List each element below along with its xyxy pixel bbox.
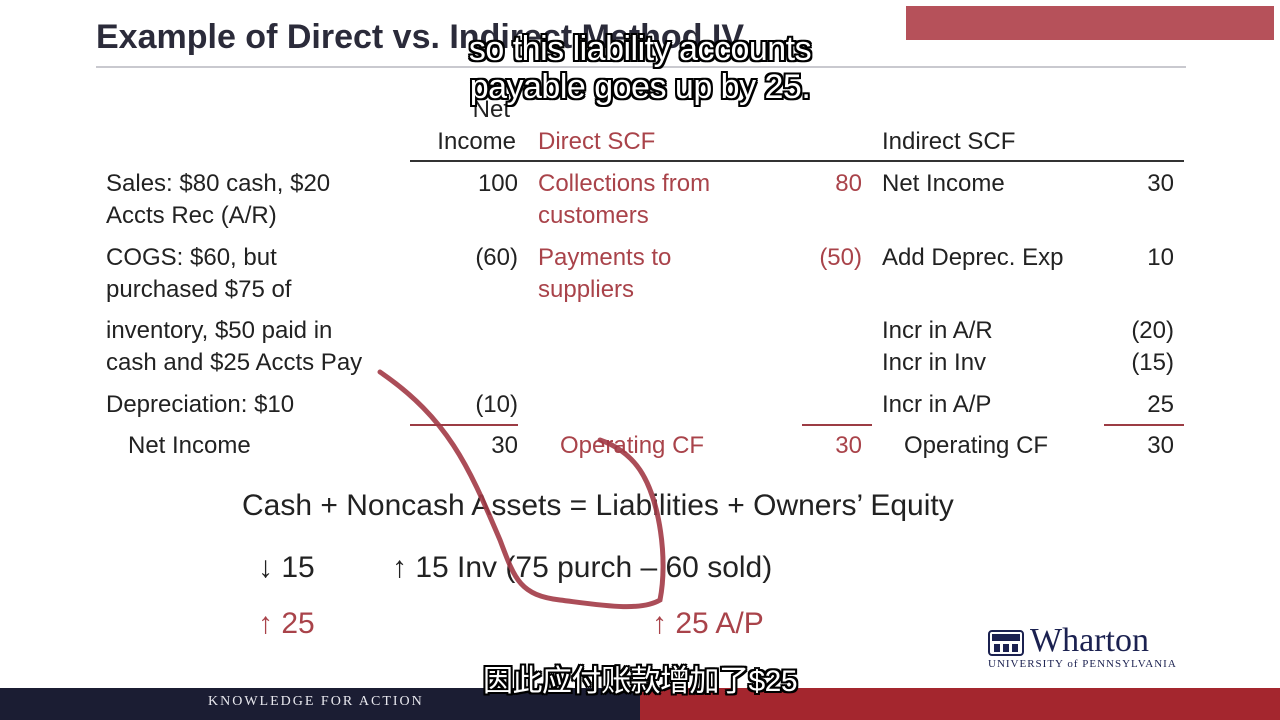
watermark-banner [906,6,1274,40]
collections-value: 80 [835,170,862,197]
slide-title: Example of Direct vs. Indirect Method IV [96,18,745,56]
indirect-net-income-label: Net Income [882,170,1005,197]
caption-line-1: so this liability accounts [468,30,812,68]
payments-line-2: suppliers [538,276,635,303]
collections-line-2: customers [538,202,649,229]
collections-line-1: Collections from [538,170,711,197]
sales-line-1: Sales: $80 cash, $20 [106,170,331,197]
header-rule [410,160,1184,162]
header-net: Net [472,96,510,123]
shield-icon [988,630,1024,656]
incr-ap-label: Incr in A/P [882,391,992,418]
cash-decrease: ↓ 15 [258,551,315,584]
indirect-total-rule [1104,424,1184,426]
direct-operating-cf-value: 30 [835,432,862,459]
total-net-income-value: 30 [491,432,518,459]
payments-value: (50) [819,244,862,271]
incr-ar-value: (20) [1131,317,1174,344]
ap-increase: ↑ 25 A/P [652,607,764,640]
header-direct-scf: Direct SCF [538,128,656,155]
incr-ap-value: 25 [1147,391,1174,418]
header-indirect-scf: Indirect SCF [882,128,1016,155]
cogs-line-4: cash and $25 Accts Pay [106,349,363,376]
add-deprec-value: 10 [1147,244,1174,271]
depreciation-label: Depreciation: $10 [106,391,295,418]
header-income: Income [437,128,516,155]
incr-inv-label: Incr in Inv [882,349,987,376]
logo-subtitle: UNIVERSITY of PENNSYLVANIA [988,658,1177,670]
total-net-income-label: Net Income [128,432,251,459]
cogs-line-3: inventory, $50 paid in [106,317,333,344]
wharton-logo: Wharton UNIVERSITY of PENNSYLVANIA [988,622,1192,672]
footer-tagline: KNOWLEDGE FOR ACTION [208,694,424,709]
indirect-operating-cf-label: Operating CF [904,432,1049,459]
inventory-increase: ↑ 15 Inv (75 purch – 60 sold) [392,551,773,584]
cogs-line-2: purchased $75 of [106,276,292,303]
cogs-net-income: (60) [475,244,518,271]
sales-line-2: Accts Rec (A/R) [106,202,277,229]
title-divider [96,66,1186,68]
caption-chinese: 因此应付账款增加了$25 [482,665,798,698]
add-deprec-label: Add Deprec. Exp [882,244,1064,271]
sales-net-income: 100 [477,170,518,197]
direct-total-rule [802,424,872,426]
incr-ar-label: Incr in A/R [882,317,993,344]
direct-operating-cf-label: Operating CF [560,432,705,459]
footer-accent [640,688,1280,720]
caption-line-2: payable goes up by 25. [469,68,811,106]
indirect-net-income-value: 30 [1147,170,1174,197]
incr-inv-value: (15) [1131,349,1174,376]
depreciation-net-income: (10) [475,391,518,418]
cash-increase: ↑ 25 [258,607,315,640]
accounting-equation: Cash + Noncash Assets = Liabilities + Ow… [242,489,954,522]
cogs-line-1: COGS: $60, but [106,244,277,271]
indirect-operating-cf-value: 30 [1147,432,1174,459]
logo-wordmark: Wharton [1030,622,1149,659]
payments-line-1: Payments to [538,244,672,271]
net-income-total-rule [410,424,518,426]
